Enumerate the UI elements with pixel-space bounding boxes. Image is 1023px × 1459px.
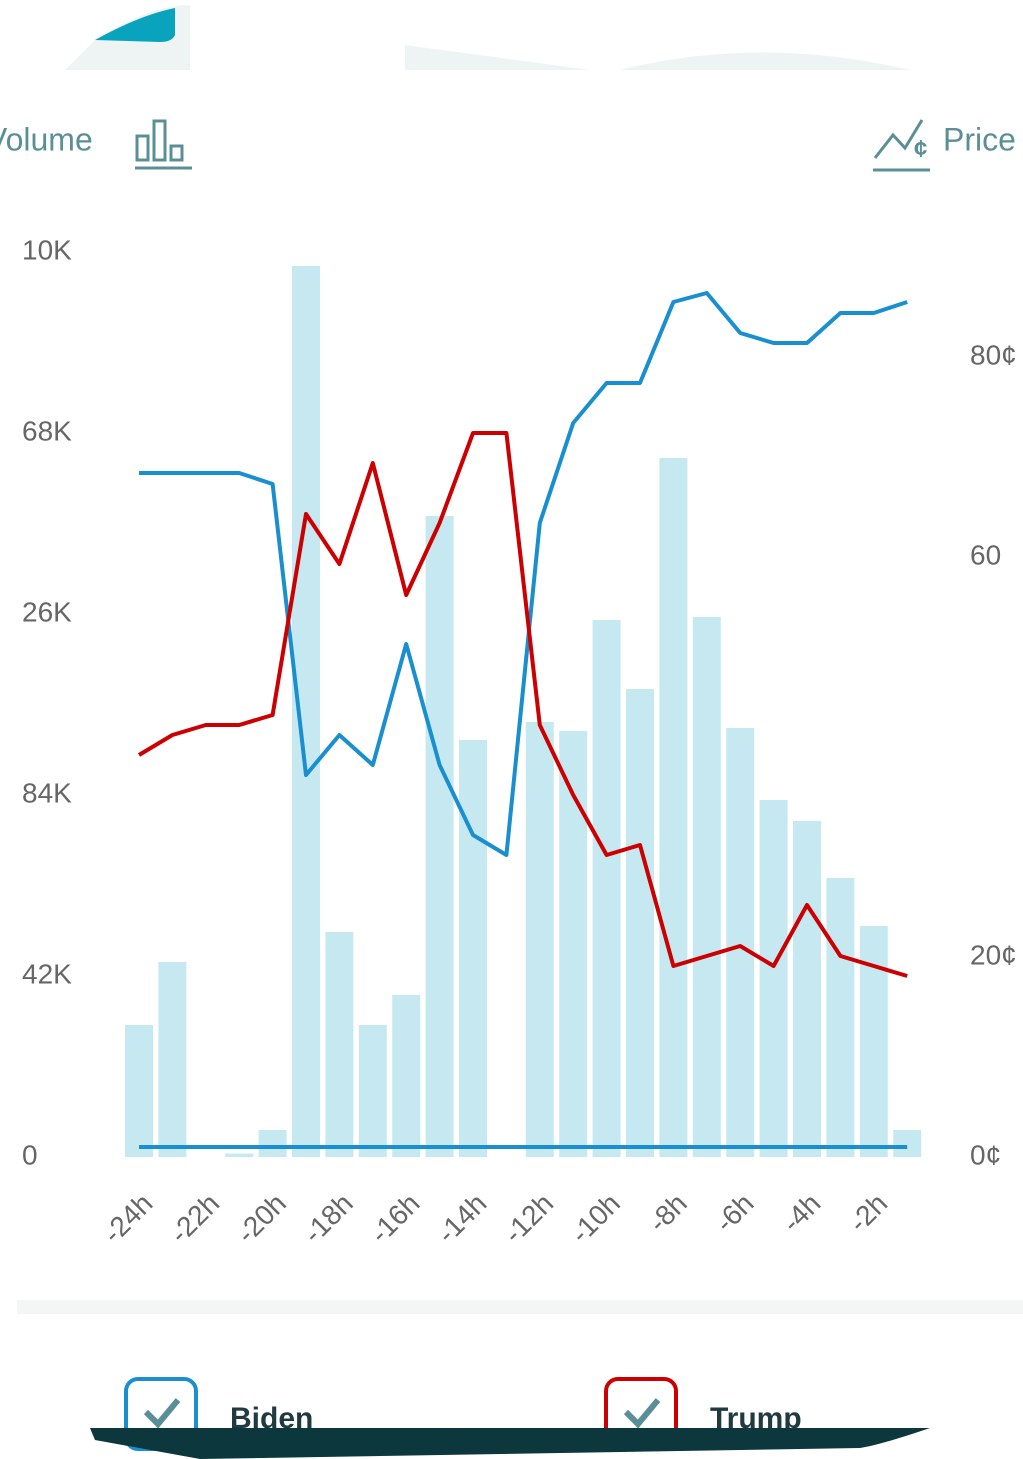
- x-tick-label: -14h: [431, 1188, 493, 1250]
- cent-icon: ¢: [914, 135, 927, 162]
- y-tick-label: 26K: [22, 596, 72, 627]
- volume-bar: [793, 820, 821, 1157]
- volume-bar: [225, 1153, 254, 1157]
- y2-tick-label: 80¢: [970, 339, 1017, 370]
- x-tick-label: -22h: [164, 1188, 226, 1250]
- volume-toggle[interactable]: Volume: [0, 121, 93, 157]
- price-line: [137, 431, 908, 978]
- volume-bar: [258, 1130, 287, 1157]
- x-tick-label: -6h: [709, 1188, 760, 1239]
- x-tick-label: -4h: [776, 1188, 827, 1239]
- check: [143, 1398, 181, 1429]
- volume-bar: [626, 688, 654, 1157]
- volume-bar: [726, 727, 755, 1157]
- y-tick-label: 0: [22, 1139, 38, 1170]
- x-tick-label: -10h: [565, 1188, 627, 1250]
- volume-bar: [292, 266, 320, 1157]
- volume-bar: [893, 1130, 922, 1157]
- volume-bar: [125, 1024, 153, 1157]
- volume-bar: [659, 457, 688, 1157]
- volume-bar: [158, 961, 187, 1157]
- volume-bar: [826, 878, 855, 1157]
- price-toggle[interactable]: Price: [943, 121, 1016, 157]
- y2-tick-label: 0¢: [970, 1139, 1001, 1170]
- y2-tick-label: 20¢: [970, 939, 1017, 970]
- volume-icon: [135, 119, 192, 170]
- x-tick-label: -8h: [642, 1188, 693, 1239]
- y-tick-label: 84K: [22, 777, 72, 808]
- x-tick-label: -20h: [231, 1188, 293, 1250]
- volume-bar: [425, 516, 454, 1157]
- volume-bar: [325, 931, 354, 1157]
- volume-bar: [759, 799, 788, 1157]
- x-tick-label: -2h: [843, 1188, 894, 1239]
- y-tick-label: 42K: [22, 958, 72, 989]
- volume-bar: [358, 1024, 387, 1157]
- volume-bar: [859, 926, 888, 1157]
- y2-tick-label: 60: [970, 539, 1001, 570]
- x-tick-label: -18h: [297, 1188, 359, 1250]
- price-icon: [873, 119, 930, 172]
- y-tick-label: 68K: [22, 415, 72, 446]
- price-line: [139, 291, 908, 857]
- volume-bar: [559, 731, 588, 1157]
- divider: [17, 1300, 1023, 1314]
- y-tick-label: 10K: [22, 234, 72, 265]
- x-tick-label: -16h: [364, 1188, 426, 1250]
- x-tick-label: -24h: [97, 1188, 159, 1250]
- volume-bar: [525, 721, 554, 1157]
- tab-shape: [405, 45, 910, 70]
- bottom-bar: [90, 1428, 930, 1459]
- x-tick-label: -12h: [498, 1188, 560, 1250]
- volume-bar: [592, 619, 621, 1157]
- volume-bar: [459, 740, 487, 1157]
- volume-bar: [692, 617, 721, 1157]
- volume-bar: [392, 995, 421, 1157]
- check: [623, 1398, 661, 1429]
- tab-accent: [95, 8, 175, 42]
